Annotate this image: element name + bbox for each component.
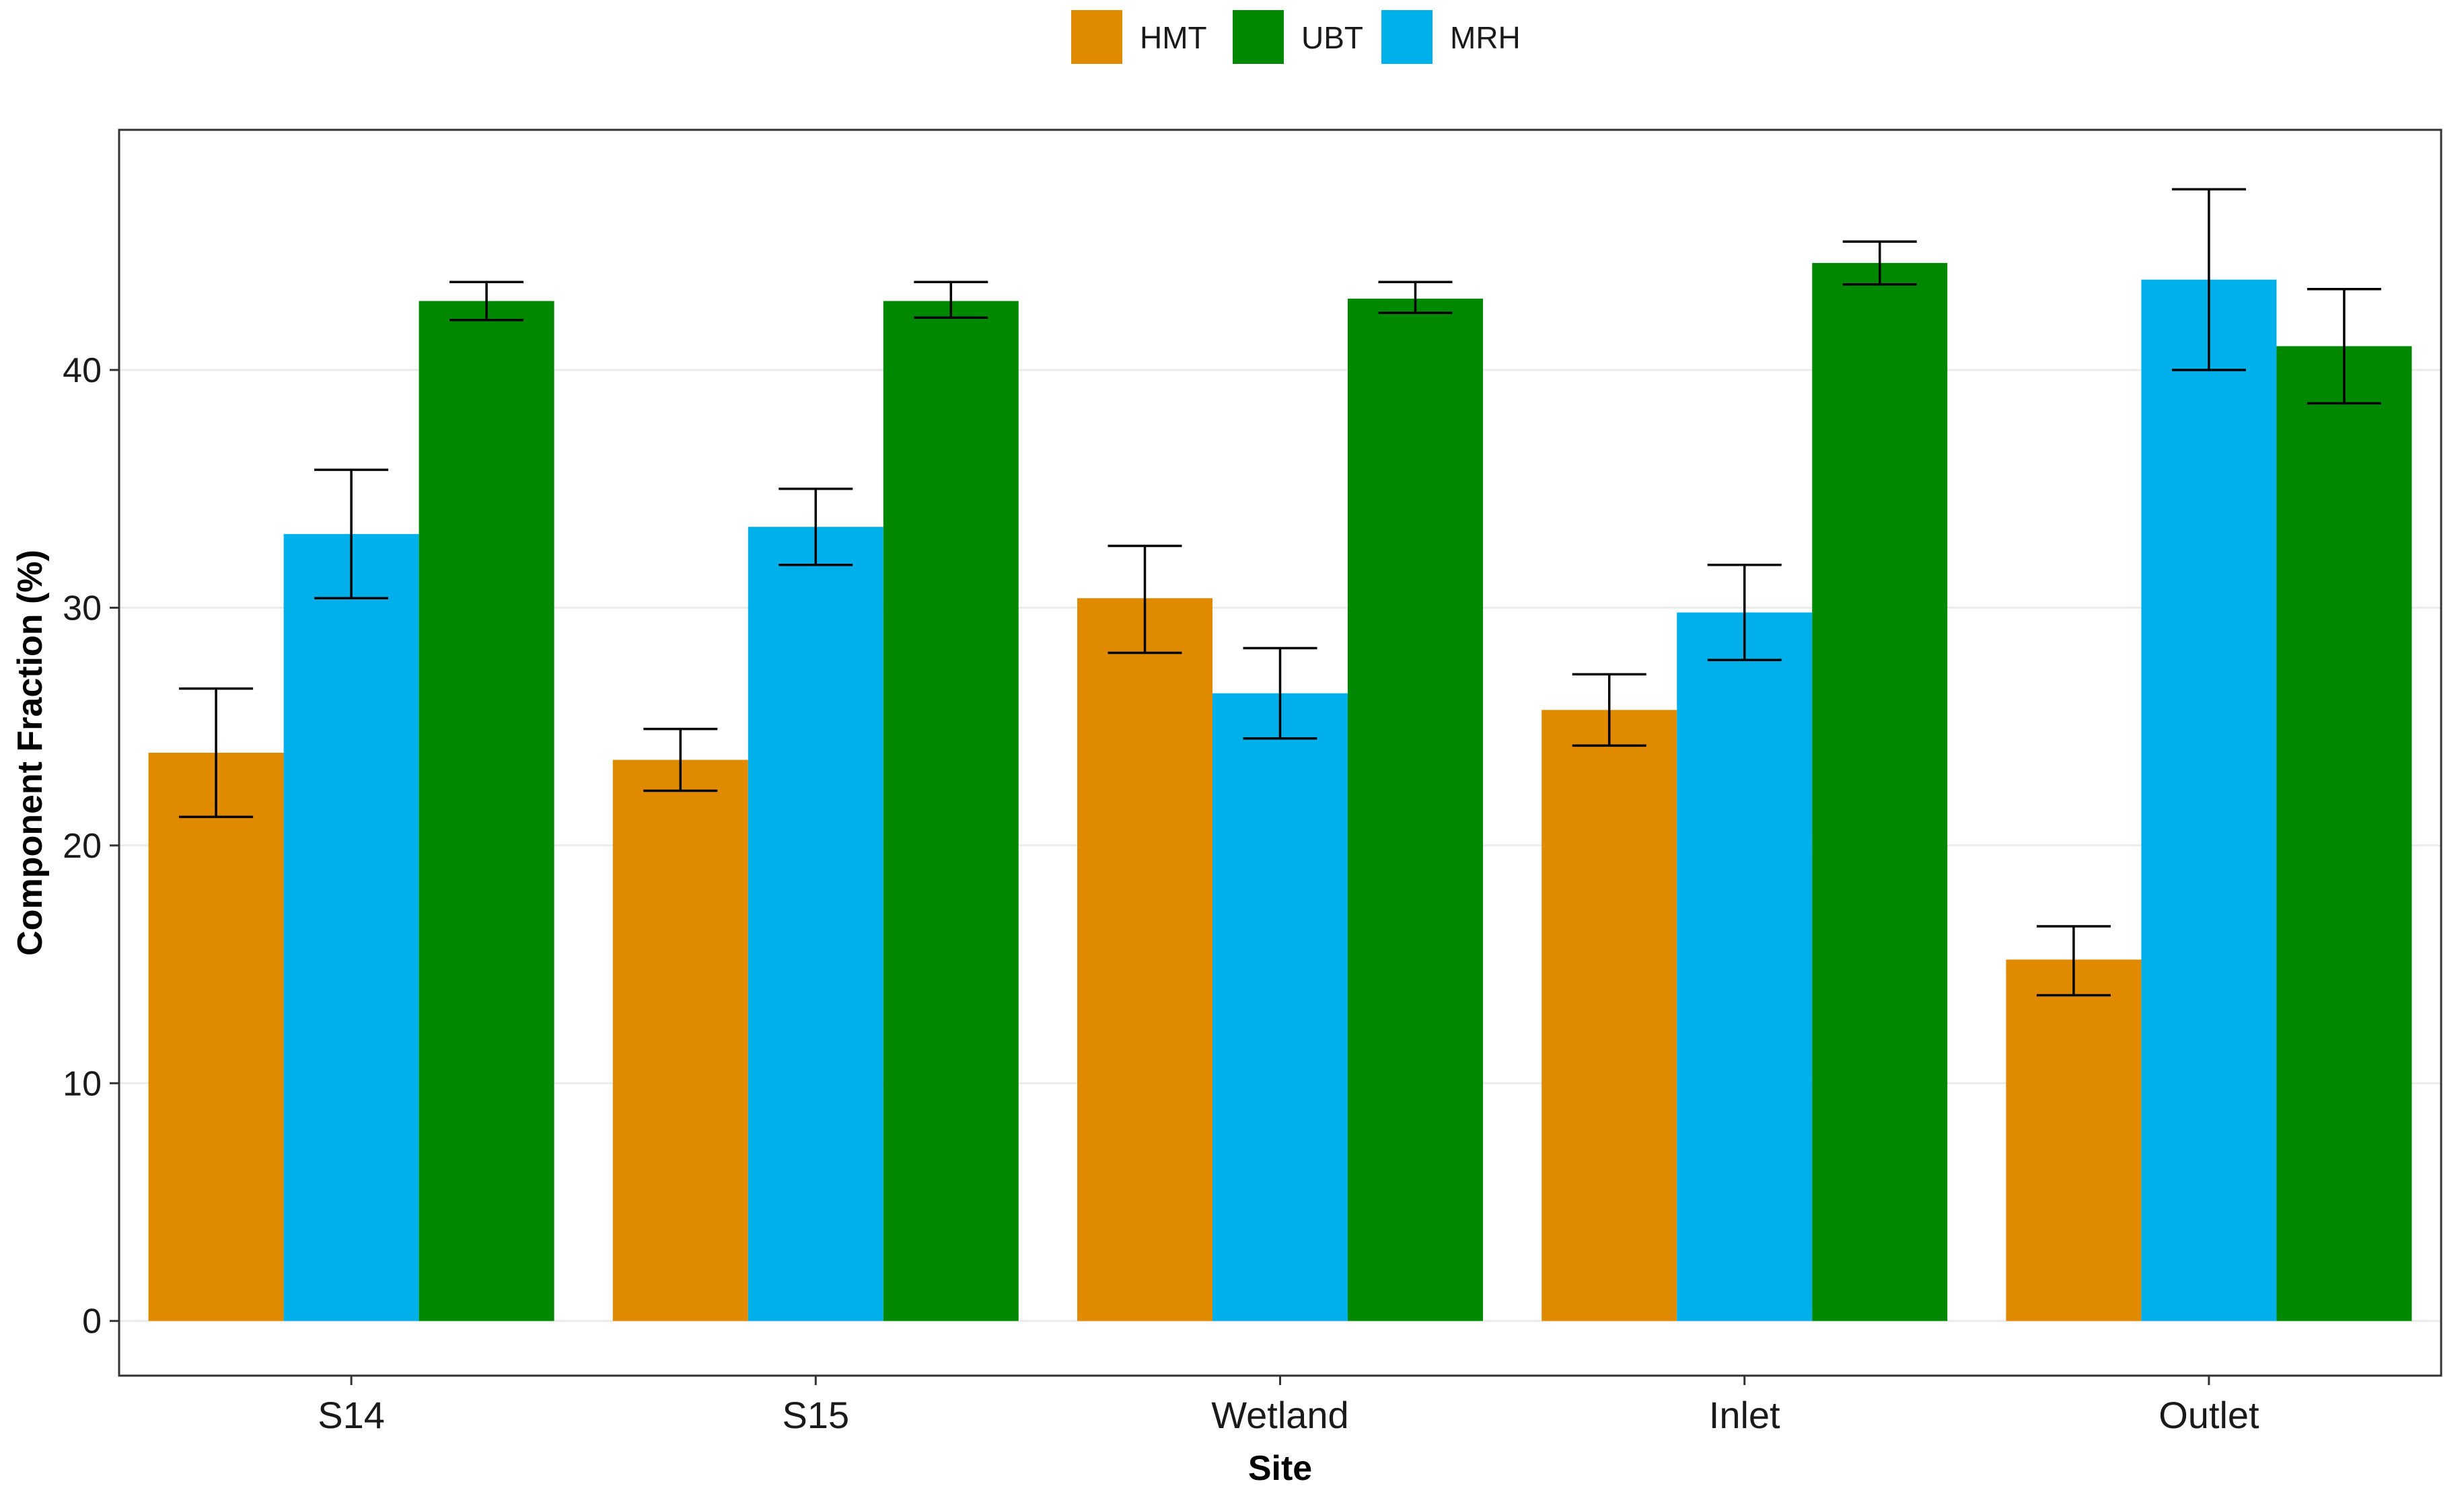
- bar-wetland-ubt: [1348, 298, 1483, 1321]
- legend-label-mrh: MRH: [1450, 20, 1521, 55]
- bar-s15-hmt: [612, 759, 748, 1321]
- legend-item-ubt: UBT: [1233, 10, 1363, 64]
- bars: [148, 262, 2412, 1321]
- error-bars: [179, 188, 2381, 997]
- bar-inlet-ubt: [1812, 262, 1948, 1321]
- error-bar-inlet-ubt: [1842, 240, 1917, 286]
- bar-s14-mrh: [283, 533, 419, 1321]
- bar-s15-mrh: [748, 527, 883, 1321]
- bar-outlet-hmt: [2006, 959, 2142, 1321]
- bar-wetland-mrh: [1212, 693, 1348, 1321]
- y-tick-label: 30: [63, 589, 102, 628]
- error-bar-s15-hmt: [643, 727, 718, 792]
- y-axis-ticks: 0 10 20 30 40: [63, 351, 119, 1341]
- error-bar-outlet-hmt: [2036, 925, 2111, 997]
- legend-key-mrh: [1381, 10, 1433, 64]
- error-bar-wetland-ubt: [1378, 281, 1453, 314]
- bar-outlet-mrh: [2141, 279, 2277, 1321]
- error-bar-s14-hmt: [179, 687, 254, 819]
- x-tick-label-outlet: Outlet: [2159, 1394, 2259, 1436]
- x-axis-title: Site: [1248, 1449, 1312, 1488]
- bar-s14-hmt: [148, 753, 284, 1321]
- x-tick-label-s14: S14: [318, 1394, 385, 1436]
- legend-label-hmt: HMT: [1140, 20, 1207, 55]
- error-bar-inlet-hmt: [1572, 673, 1646, 747]
- legend: HMT UBT MRH: [1071, 10, 1521, 64]
- y-tick-label: 10: [63, 1064, 102, 1103]
- error-bar-inlet-mrh: [1707, 564, 1782, 661]
- legend-label-ubt: UBT: [1301, 20, 1363, 55]
- error-bar-outlet-ubt: [2307, 288, 2381, 405]
- x-tick-label-inlet: Inlet: [1709, 1394, 1780, 1436]
- x-axis-ticks: S14 S15 Wetland Inlet Outlet: [318, 1376, 2259, 1436]
- error-bar-outlet-mrh: [2171, 188, 2246, 371]
- legend-item-hmt: HMT: [1071, 10, 1207, 64]
- x-tick-label-s15: S15: [782, 1394, 849, 1436]
- bar-outlet-ubt: [2276, 346, 2412, 1321]
- bar-s14-ubt: [419, 301, 554, 1321]
- y-axis-title: Component Fraction (%): [11, 550, 50, 956]
- x-tick-label-wetland: Wetland: [1211, 1394, 1348, 1436]
- bar-s15-ubt: [883, 301, 1019, 1321]
- y-tick-label: 20: [63, 827, 102, 866]
- error-bar-s14-ubt: [449, 281, 524, 322]
- error-bar-s15-ubt: [914, 281, 988, 319]
- bar-wetland-hmt: [1077, 598, 1212, 1321]
- bar-inlet-mrh: [1677, 612, 1813, 1321]
- legend-item-mrh: MRH: [1381, 10, 1521, 64]
- error-bar-s14-mrh: [314, 468, 389, 600]
- bar-inlet-hmt: [1542, 710, 1677, 1321]
- y-tick-label: 0: [82, 1302, 102, 1341]
- error-bar-wetland-mrh: [1243, 646, 1317, 740]
- legend-key-ubt: [1233, 10, 1284, 64]
- y-tick-label: 40: [63, 351, 102, 390]
- error-bar-wetland-hmt: [1108, 544, 1182, 655]
- error-bar-s15-mrh: [778, 487, 853, 566]
- legend-key-hmt: [1071, 10, 1122, 64]
